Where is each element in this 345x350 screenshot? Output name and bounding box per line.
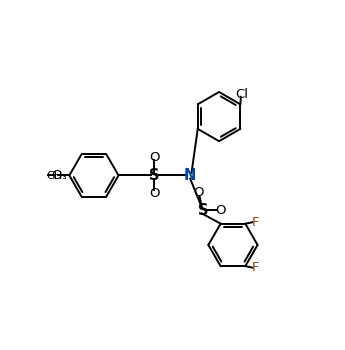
Text: F: F — [252, 216, 259, 229]
Text: N: N — [184, 168, 196, 183]
Text: F: F — [252, 261, 259, 274]
Text: O: O — [193, 186, 204, 199]
Text: CH₃: CH₃ — [47, 171, 67, 181]
Text: O: O — [149, 187, 159, 200]
Text: Cl: Cl — [235, 88, 248, 101]
Text: O: O — [51, 169, 62, 182]
Text: S: S — [149, 168, 159, 183]
Text: S: S — [198, 203, 208, 218]
Text: O: O — [149, 151, 159, 164]
Text: O: O — [215, 204, 226, 217]
